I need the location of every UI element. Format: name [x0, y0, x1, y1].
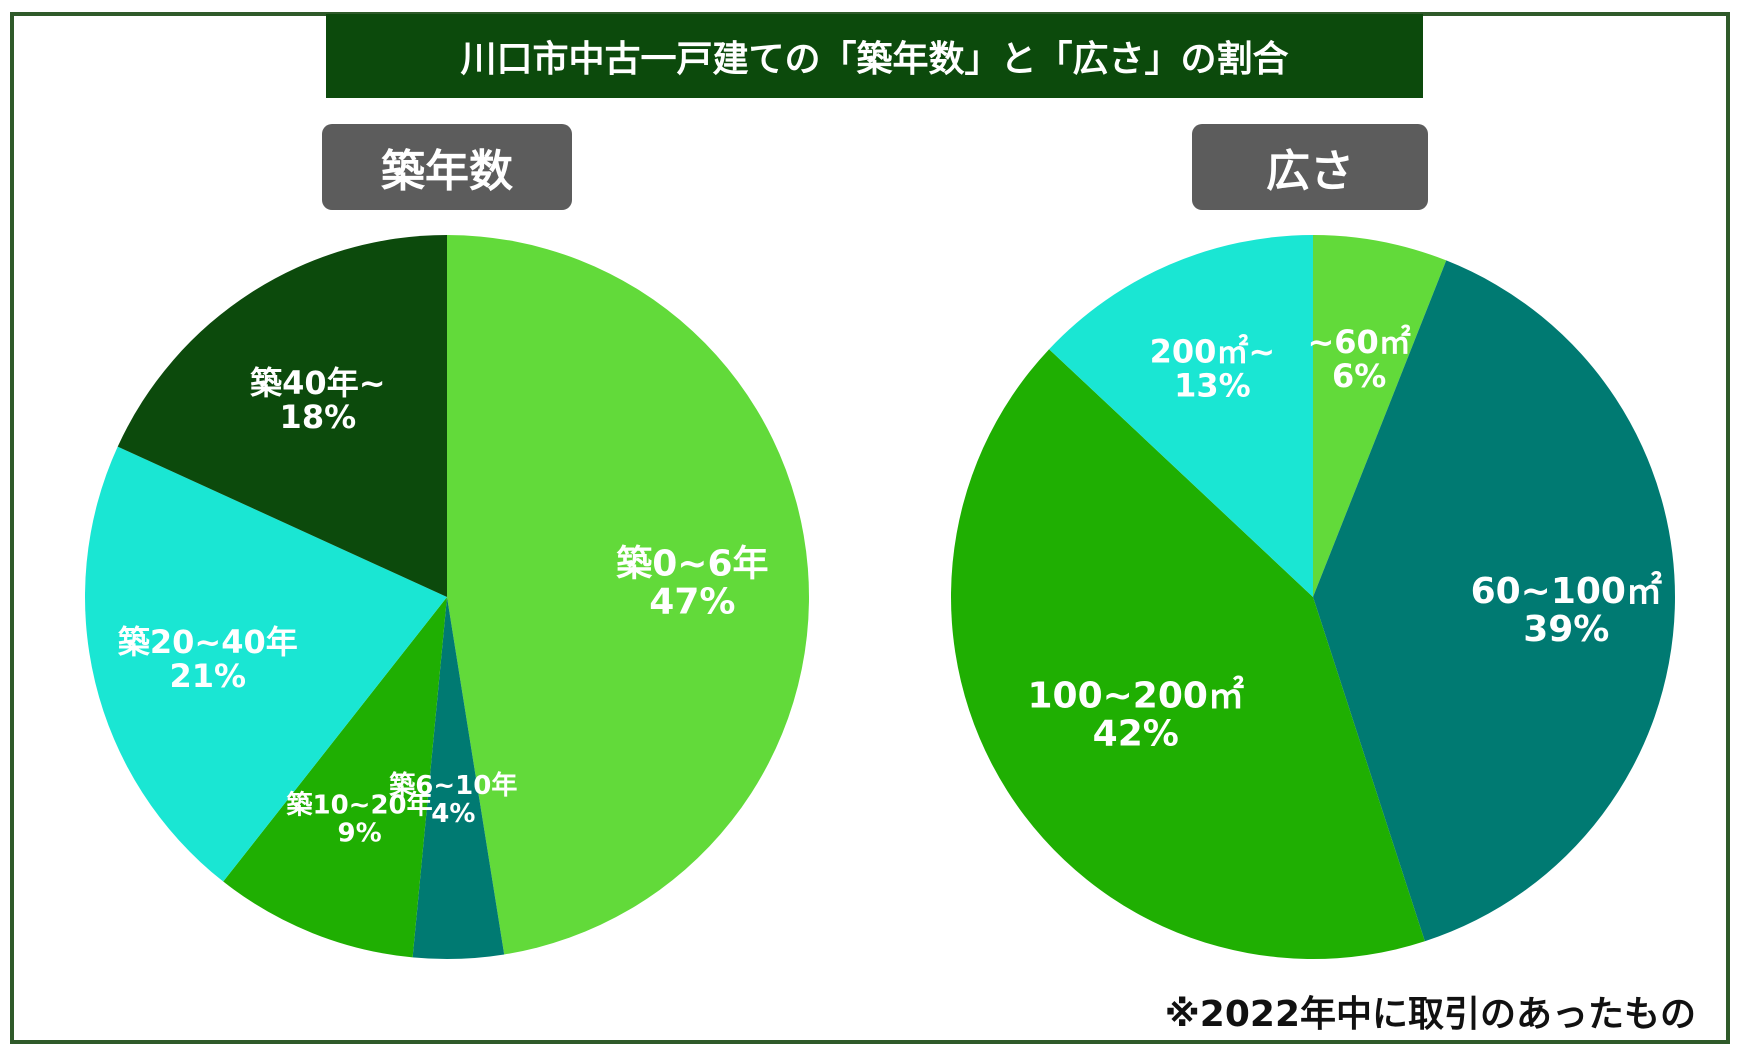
slice-value-label: 4%: [431, 799, 475, 829]
pie-slice: [412, 597, 505, 959]
slice-label: 60~100㎡: [1471, 570, 1662, 612]
slice-label: 100~200㎡: [1027, 675, 1243, 717]
pie-slice: [117, 235, 447, 597]
pie-slice: [85, 446, 447, 882]
slice-value-label: 6%: [1332, 357, 1386, 395]
slice-label: ~60㎡: [1307, 323, 1410, 361]
pie-slice: [951, 349, 1425, 959]
slice-label: 築40年~: [250, 364, 385, 402]
pie-title-age: 築年数: [322, 124, 572, 210]
pie-slice: [1313, 235, 1447, 597]
footnote: ※2022年中に取引のあったもの: [1164, 994, 1696, 1035]
slice-value-label: 47%: [649, 581, 735, 622]
pie-slice: [1049, 235, 1313, 597]
slice-value-label: 13%: [1174, 366, 1251, 404]
pie-slice: [1313, 260, 1675, 942]
slice-label: 築10~20年: [285, 789, 432, 820]
pie-slice: [447, 234, 809, 955]
slice-value-label: 42%: [1093, 714, 1179, 755]
slice-value-label: 21%: [169, 657, 246, 695]
slice-label: 200㎡~: [1150, 332, 1276, 370]
slice-label: 築20~40年: [118, 623, 298, 661]
slice-value-label: 18%: [280, 398, 357, 436]
slice-label: 築6~10年: [388, 770, 517, 801]
slice-label: 築0~6年: [616, 543, 768, 584]
pie-title-area: 広さ: [1192, 124, 1428, 210]
pie-slice: [223, 597, 447, 958]
chart-title: 川口市中古一戸建ての「築年数」と「広さ」の割合: [326, 14, 1423, 98]
slice-value-label: 39%: [1523, 609, 1609, 650]
slice-value-label: 9%: [337, 818, 381, 848]
